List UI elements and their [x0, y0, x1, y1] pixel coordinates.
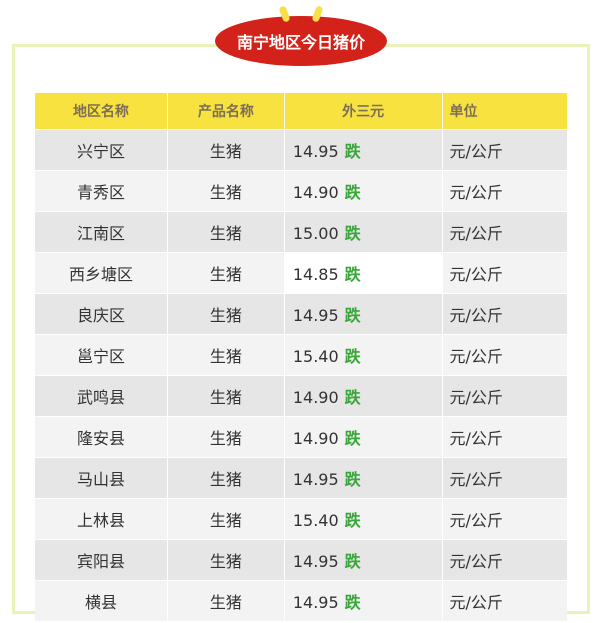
- table-row: 邕宁区 生猪 15.40 跌 元/公斤: [35, 334, 567, 376]
- price-value: 14.95: [292, 142, 339, 161]
- product-cell: 生猪: [167, 375, 285, 417]
- table-row: 兴宁区 生猪 14.95 跌 元/公斤: [35, 129, 567, 171]
- table-row: 武鸣县 生猪 14.90 跌 元/公斤: [35, 375, 567, 417]
- table-row: 西乡塘区 生猪 14.85 跌 元/公斤: [35, 252, 567, 294]
- product-cell: 生猪: [167, 498, 285, 540]
- price-value: 14.95: [292, 593, 339, 612]
- product-cell: 生猪: [167, 170, 285, 212]
- unit-cell: 元/公斤: [442, 211, 567, 253]
- price-value: 14.95: [292, 306, 339, 325]
- price-cell: 14.95 跌: [284, 293, 443, 335]
- region-cell: 邕宁区: [35, 334, 168, 376]
- header-price: 外三元: [284, 93, 443, 130]
- product-cell: 生猪: [167, 416, 285, 458]
- region-cell: 西乡塘区: [35, 252, 168, 294]
- trend-fall: 跌: [344, 142, 361, 161]
- trend-fall: 跌: [344, 183, 361, 202]
- region-cell: 马山县: [35, 457, 168, 499]
- region-cell: 兴宁区: [35, 129, 168, 171]
- region-cell: 上林县: [35, 498, 168, 540]
- price-value: 14.85: [292, 265, 339, 284]
- product-cell: 生猪: [167, 211, 285, 253]
- trend-fall: 跌: [344, 306, 361, 325]
- unit-cell: 元/公斤: [442, 539, 567, 581]
- table-row: 上林县 生猪 15.40 跌 元/公斤: [35, 498, 567, 540]
- region-cell: 隆安县: [35, 416, 168, 458]
- price-cell: 15.40 跌: [284, 334, 443, 376]
- price-cell: 14.85 跌: [284, 252, 443, 294]
- table-header: 地区名称 产品名称 外三元 单位: [35, 93, 567, 130]
- product-cell: 生猪: [167, 334, 285, 376]
- price-table: 地区名称 产品名称 外三元 单位 兴宁区 生猪 14.95 跌元/公斤 青秀区 生猪 14.…: [35, 93, 567, 622]
- trend-fall: 跌: [344, 429, 361, 448]
- region-cell: 良庆区: [35, 293, 168, 335]
- product-cell: 生猪: [167, 539, 285, 581]
- header-region: 地区名称: [35, 93, 168, 130]
- product-cell: 生猪: [167, 580, 285, 622]
- unit-cell: 元/公斤: [442, 375, 567, 417]
- table-row: 隆安县 生猪 14.90 跌 元/公斤: [35, 416, 567, 458]
- unit-cell: 元/公斤: [442, 293, 567, 335]
- trend-fall: 跌: [344, 224, 361, 243]
- unit-cell: 元/公斤: [442, 416, 567, 458]
- region-cell: 江南区: [35, 211, 168, 253]
- price-cell: 15.40 跌: [284, 498, 443, 540]
- table-row: 江南区 生猪 15.00 跌 元/公斤: [35, 211, 567, 253]
- trend-fall: 跌: [344, 265, 361, 284]
- trend-fall: 跌: [344, 552, 361, 571]
- table-row: 宾阳县 生猪 14.95 跌 元/公斤: [35, 539, 567, 581]
- price-cell: 14.95 跌: [284, 457, 443, 499]
- trend-fall: 跌: [344, 388, 361, 407]
- unit-cell: 元/公斤: [442, 580, 567, 622]
- price-cell: 14.95 跌: [284, 539, 443, 581]
- table-row: 良庆区 生猪 14.95 跌 元/公斤: [35, 293, 567, 335]
- region-cell: 武鸣县: [35, 375, 168, 417]
- trend-fall: 跌: [344, 347, 361, 366]
- price-cell: 15.00 跌: [284, 211, 443, 253]
- price-value: 15.40: [292, 347, 339, 366]
- unit-cell: 元/公斤: [442, 457, 567, 499]
- price-value: 14.90: [292, 388, 339, 407]
- price-value: 15.40: [292, 511, 339, 530]
- price-value: 14.90: [292, 429, 339, 448]
- price-value: 14.90: [292, 183, 339, 202]
- price-value: 14.95: [292, 470, 339, 489]
- trend-fall: 跌: [344, 470, 361, 489]
- product-cell: 生猪: [167, 293, 285, 335]
- table-row: 马山县 生猪 14.95 跌 元/公斤: [35, 457, 567, 499]
- trend-fall: 跌: [344, 593, 361, 612]
- table-row: 横县 生猪 14.95 跌 元/公斤: [35, 580, 567, 622]
- price-value: 14.95: [292, 552, 339, 571]
- price-cell: 14.90 跌: [284, 170, 443, 212]
- unit-cell: 元/公斤: [442, 129, 567, 171]
- header-unit: 单位: [442, 93, 567, 130]
- product-cell: 生猪: [167, 252, 285, 294]
- table-row: 青秀区 生猪 14.90 跌 元/公斤: [35, 170, 567, 212]
- header-product: 产品名称: [167, 93, 285, 130]
- unit-cell: 元/公斤: [442, 252, 567, 294]
- price-cell: 14.90 跌: [284, 375, 443, 417]
- unit-cell: 元/公斤: [442, 498, 567, 540]
- page-title: 南宁地区今日猪价: [236, 33, 365, 52]
- product-cell: 生猪: [167, 129, 285, 171]
- trend-fall: 跌: [344, 511, 361, 530]
- price-value: 15.00: [292, 224, 339, 243]
- unit-cell: 元/公斤: [442, 170, 567, 212]
- region-cell: 宾阳县: [35, 539, 168, 581]
- unit-cell: 元/公斤: [442, 334, 567, 376]
- title-badge: 南宁地区今日猪价: [215, 16, 387, 66]
- region-cell: 青秀区: [35, 170, 168, 212]
- product-cell: 生猪: [167, 457, 285, 499]
- price-cell: 14.95 跌: [284, 129, 443, 171]
- region-cell: 横县: [35, 580, 168, 622]
- price-cell: 14.90 跌: [284, 416, 443, 458]
- price-cell: 14.95 跌: [284, 580, 443, 622]
